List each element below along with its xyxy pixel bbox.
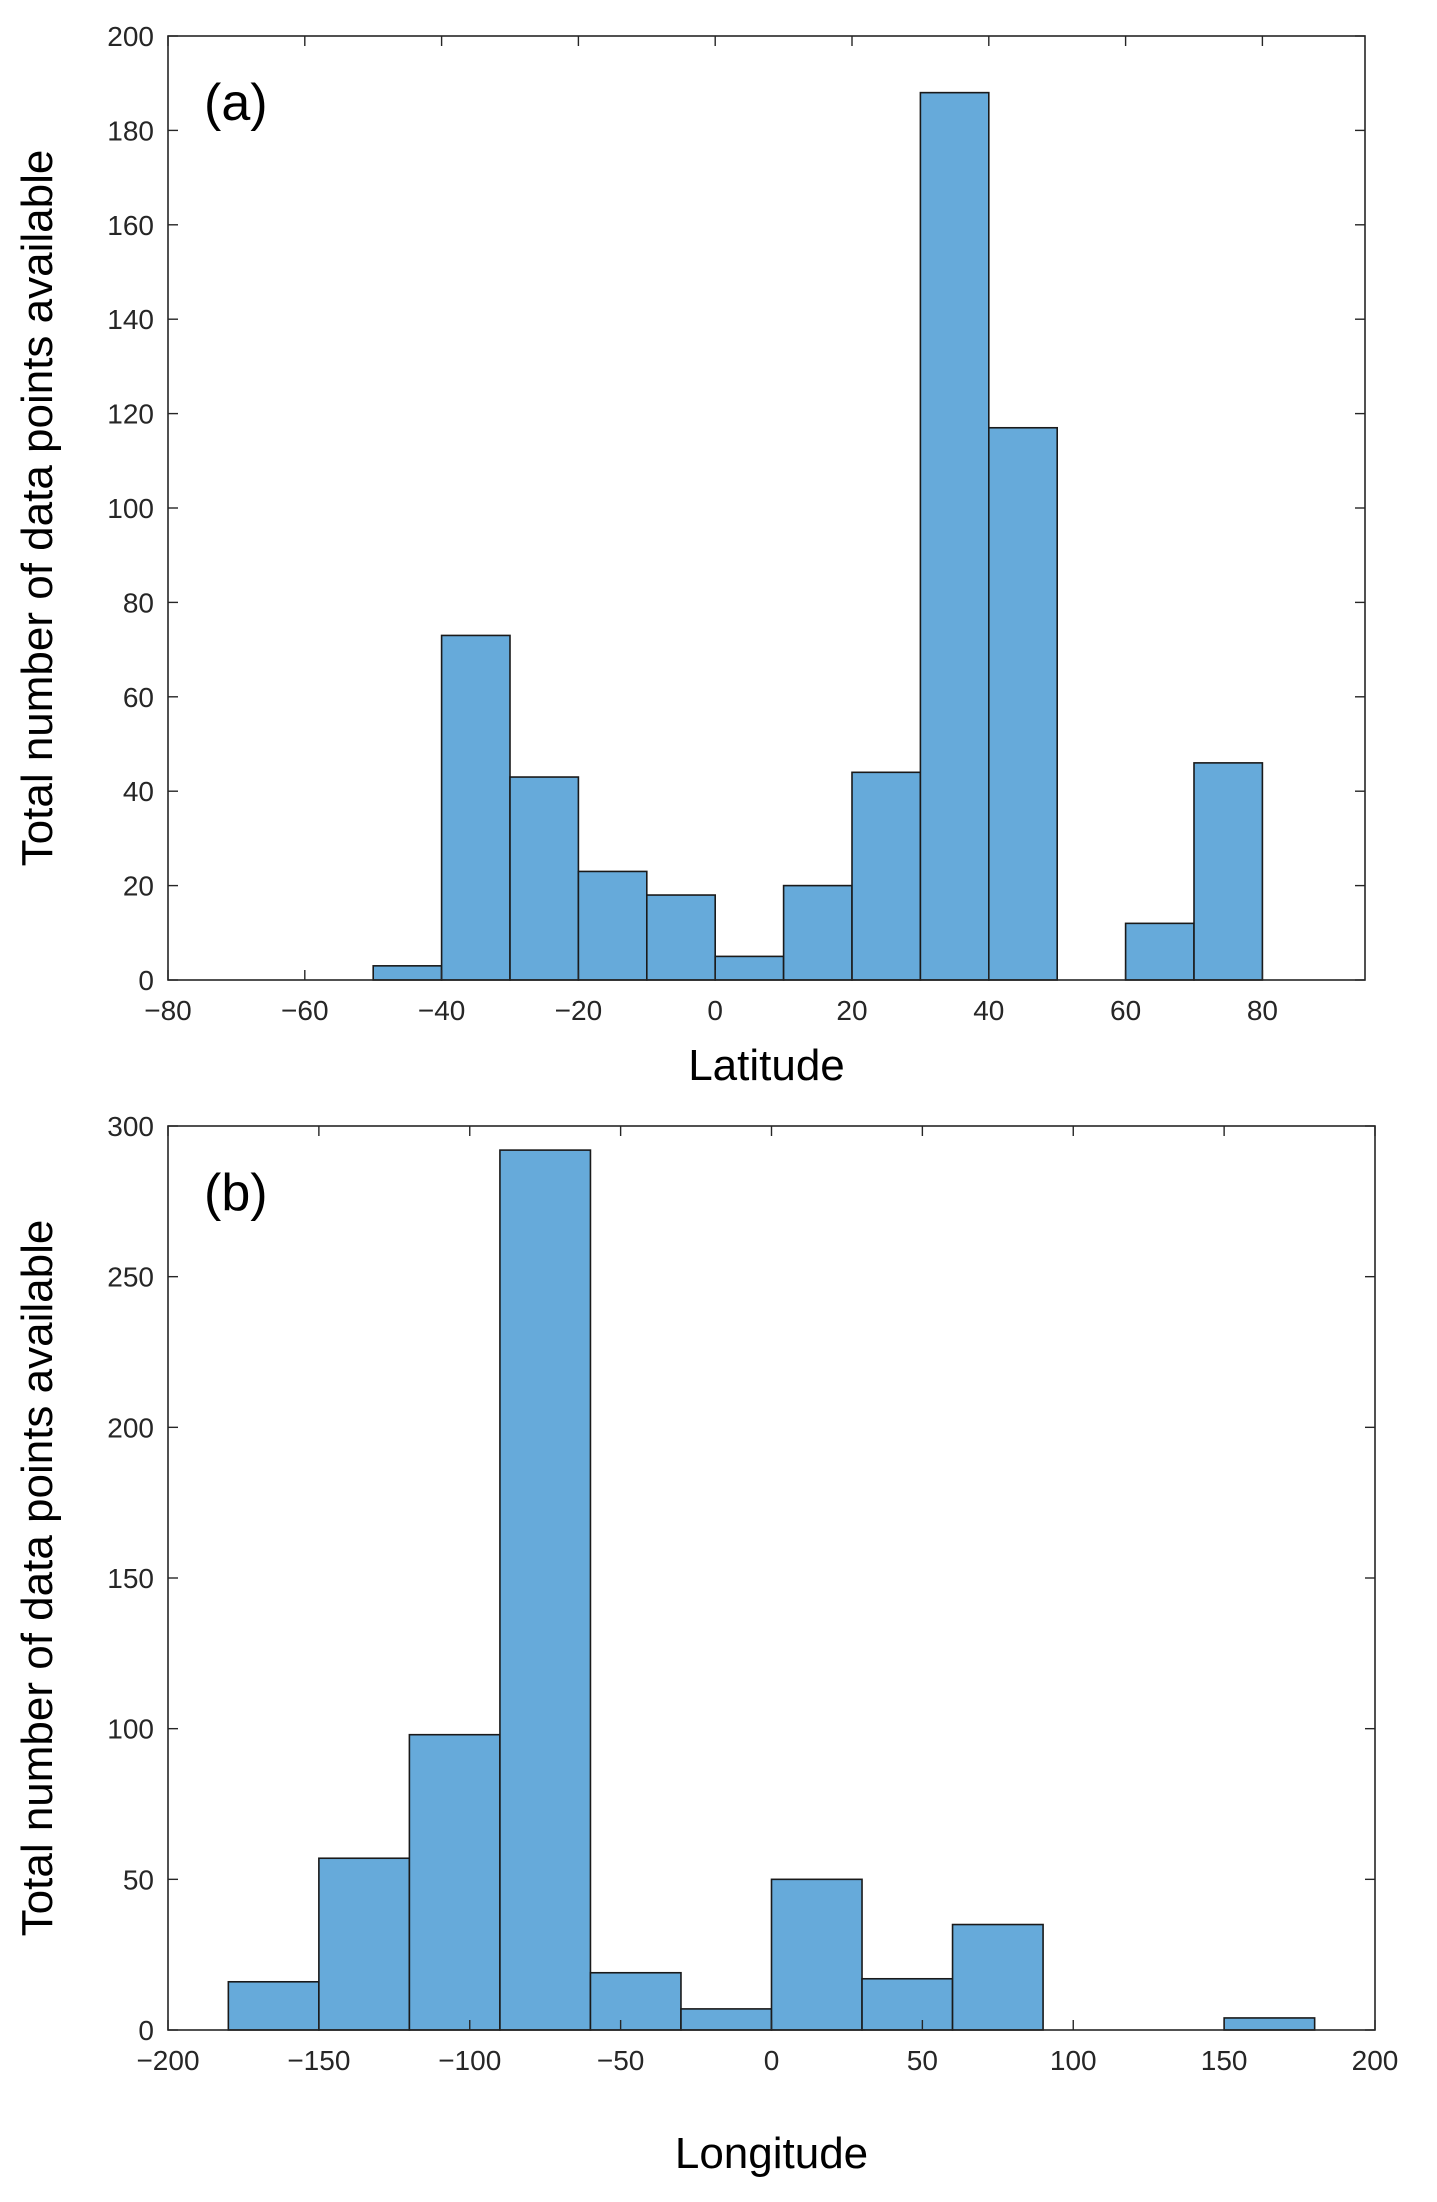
latitude-histogram-panel: −80 −60 −40 −20 0 20 40 60 80 0 20 40 60 80 100 120 140 1… — [13, 21, 1366, 1090]
plot-area — [168, 36, 1365, 980]
panel-label: (a) — [204, 74, 268, 132]
x-tick-label: −200 — [136, 2045, 199, 2076]
x-tick-label: 40 — [973, 995, 1004, 1026]
y-tick-label: 120 — [107, 399, 154, 430]
histogram-bar — [851, 771, 922, 981]
histogram-bar — [440, 634, 511, 981]
histogram-bar — [919, 91, 990, 981]
y-tick-label: 50 — [123, 1864, 154, 1895]
histogram-bar — [227, 1980, 320, 2031]
x-axis-title: Latitude — [688, 1041, 845, 1090]
y-tick-label: 0 — [138, 2015, 154, 2046]
y-tick-label: 0 — [138, 965, 154, 996]
y-tick-label: 200 — [107, 1412, 154, 1443]
x-tick-label: −150 — [287, 2045, 350, 2076]
histogram-bar — [782, 884, 853, 981]
longitude-histogram-panel: −200 −150 −100 −50 0 50 100 150 200 0 50 100 150 200 2… — [13, 1111, 1398, 2178]
y-tick-label: 20 — [123, 871, 154, 902]
x-tick-label: −100 — [438, 2045, 501, 2076]
x-tick-label: 200 — [1352, 2045, 1399, 2076]
y-tick-label: 200 — [107, 21, 154, 52]
x-tick-label: −20 — [555, 995, 603, 1026]
histogram-bar — [408, 1733, 501, 2031]
histogram-bar — [680, 2008, 773, 2031]
y-tick-label: 160 — [107, 210, 154, 241]
histogram-bar — [318, 1857, 411, 2031]
y-tick-label: 140 — [107, 304, 154, 335]
histogram-bar — [1193, 762, 1264, 981]
y-tick-label: 180 — [107, 115, 154, 146]
y-tick-label: 40 — [123, 776, 154, 807]
x-tick-label: 0 — [764, 2045, 780, 2076]
histogram-bar — [714, 955, 785, 981]
x-tick-label: 50 — [907, 2045, 938, 2076]
y-tick-label: 100 — [107, 493, 154, 524]
histogram-bar — [861, 1977, 954, 2031]
y-axis-title: Total number of data points available — [13, 150, 62, 867]
histogram-bar — [577, 870, 648, 981]
x-tick-label: 80 — [1247, 995, 1278, 1026]
x-tick-label: −40 — [418, 995, 466, 1026]
histogram-bar — [1124, 922, 1195, 981]
panel-label: (b) — [204, 1164, 268, 1222]
y-axis-title: Total number of data points available — [13, 1220, 62, 1937]
histogram-bar — [1223, 2017, 1316, 2031]
histogram-bar — [645, 894, 716, 981]
histogram-bar — [499, 1149, 592, 2031]
y-tick-label: 150 — [107, 1563, 154, 1594]
y-tick-label: 100 — [107, 1714, 154, 1745]
x-tick-label: −80 — [144, 995, 192, 1026]
y-tick-label: 300 — [107, 1111, 154, 1142]
y-tick-label: 80 — [123, 587, 154, 618]
x-tick-label: −60 — [281, 995, 329, 1026]
x-tick-label: −50 — [597, 2045, 645, 2076]
histogram-bar — [987, 426, 1058, 981]
y-tick-label: 60 — [123, 682, 154, 713]
x-tick-label: 100 — [1050, 2045, 1097, 2076]
x-tick-label: 60 — [1110, 995, 1141, 1026]
histogram-bar — [372, 965, 443, 981]
histogram-bar — [509, 776, 580, 981]
y-tick-label: 250 — [107, 1262, 154, 1293]
x-tick-label: 0 — [707, 995, 723, 1026]
histogram-bar — [589, 1971, 682, 2031]
x-tick-label: 150 — [1201, 2045, 1248, 2076]
histogram-bar — [770, 1878, 863, 2031]
x-axis-title: Longitude — [675, 2129, 868, 2178]
x-tick-label: 20 — [836, 995, 867, 1026]
histogram-bar — [951, 1923, 1044, 2031]
